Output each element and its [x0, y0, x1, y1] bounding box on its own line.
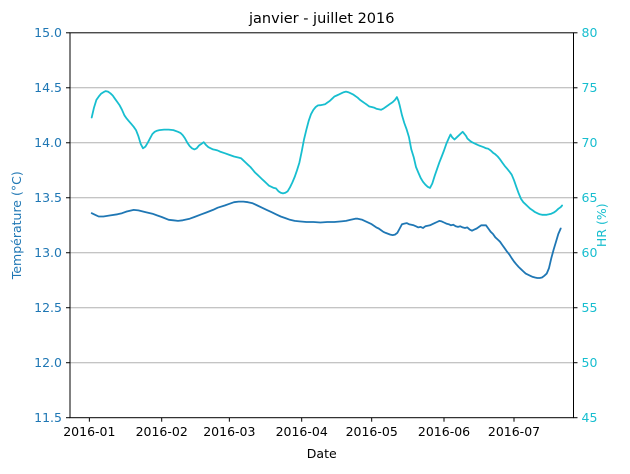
plot-border	[69, 32, 574, 419]
left-tick-label: 11.5	[34, 410, 62, 425]
right-tick-label: 80	[582, 25, 598, 40]
left-tick-label: 14.5	[34, 80, 62, 95]
x-tick-label: 2016-06	[418, 424, 470, 439]
chart-title: janvier - juillet 2016	[248, 11, 394, 27]
x-tick-label: 2016-03	[203, 424, 255, 439]
humidity-line	[90, 90, 563, 216]
right-tick-label: 45	[582, 410, 598, 425]
left-y-axis-label: Température (°C)	[9, 171, 24, 280]
left-tick-label: 15.0	[34, 25, 62, 40]
right-y-axis-label: HR (%)	[594, 203, 609, 247]
right-tick-label: 60	[582, 245, 598, 260]
x-tick-label: 2016-04	[276, 424, 328, 439]
left-tick-label: 12.5	[34, 300, 62, 315]
left-tick-label: 13.5	[34, 190, 62, 205]
left-tick-label: 13.0	[34, 245, 62, 260]
right-tick-label: 50	[582, 355, 598, 370]
temperature-line	[90, 200, 562, 279]
right-tick-label: 65	[582, 190, 598, 205]
x-tick-label: 2016-05	[346, 424, 398, 439]
x-tick-label: 2016-01	[63, 424, 115, 439]
left-tick-label: 12.0	[34, 355, 62, 370]
right-tick-label: 75	[582, 80, 598, 95]
right-tick-label: 55	[582, 300, 598, 315]
x-axis-label: Date	[307, 446, 337, 461]
x-tick-label: 2016-02	[136, 424, 188, 439]
x-tick-label: 2016-07	[488, 424, 540, 439]
left-tick-label: 14.0	[34, 135, 62, 150]
right-tick-label: 70	[582, 135, 598, 150]
